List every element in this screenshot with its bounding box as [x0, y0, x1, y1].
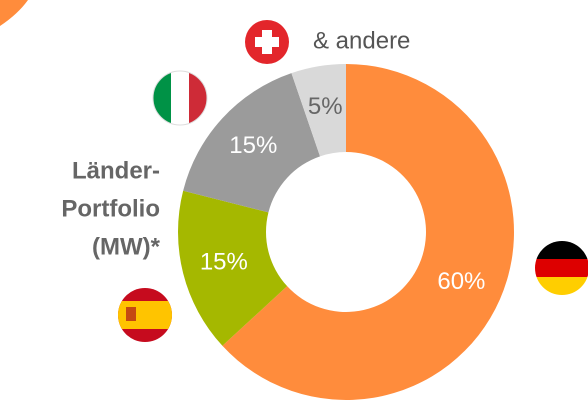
- donut-segment: [291, 64, 346, 157]
- chart-title: Länder- Portfolio (MW)*: [61, 157, 160, 260]
- data-label: 5%: [308, 93, 343, 120]
- flag-switzerland: [245, 20, 289, 64]
- donut-segment: [177, 190, 288, 346]
- chart-title-line: Portfolio: [61, 195, 160, 222]
- data-label: 15%: [229, 132, 277, 159]
- chart-title-line: Länder-: [72, 157, 160, 184]
- data-label: 60%: [437, 268, 485, 295]
- annotation: & andere: [313, 27, 410, 54]
- data-label: 15%: [200, 248, 248, 275]
- flag-italy: [152, 70, 208, 126]
- corner-decoration: [0, 0, 28, 26]
- chart-title-line: (MW)*: [92, 233, 161, 260]
- flag-spain: [118, 288, 172, 342]
- donut-segment: [183, 73, 321, 213]
- donut-segment: [222, 64, 514, 400]
- flag-germany: [535, 241, 588, 295]
